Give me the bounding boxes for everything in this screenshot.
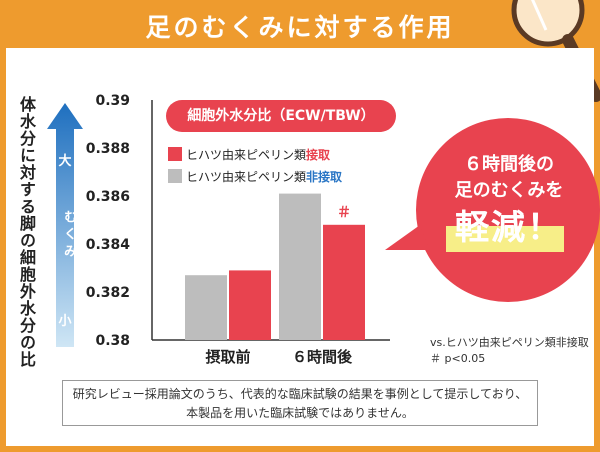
- bar-non-intake: [185, 275, 227, 340]
- y-tick-label: 0.382: [86, 285, 130, 301]
- legend-prefix: ヒハツ由来ピペリン類: [186, 170, 307, 184]
- y-tick-label: 0.388: [86, 141, 130, 157]
- x-category-label: ６時間後: [292, 348, 353, 366]
- disclaimer-line2: 本製品を用いた臨床試験ではありません。: [186, 406, 414, 420]
- arrow-bottom-label: 小: [58, 314, 72, 329]
- arrow-top-label: 大: [58, 154, 72, 169]
- note-significance: ＃ p<0.05: [430, 352, 486, 365]
- bar-intake: [229, 270, 271, 340]
- bubble-line2: 足のむくみを: [454, 180, 564, 201]
- disclaimer-line1: 研究レビュー採用論文のうち、代表的な臨床試験の結果を事例として提示しており、: [72, 387, 528, 401]
- y-tick-label: 0.39: [95, 93, 130, 109]
- y-tick-label: 0.38: [95, 333, 130, 349]
- bubble-text: ６時間後の 足のむくみを 軽減！: [414, 152, 600, 252]
- disclaimer-box: 研究レビュー採用論文のうち、代表的な臨床試験の結果を事例として提示しており、 本…: [62, 380, 538, 426]
- bar-intake: [323, 224, 365, 340]
- x-category-label: 摂取前: [205, 348, 250, 366]
- page-title: 足のむくみに対する作用: [145, 13, 455, 42]
- bubble-highlight: [446, 226, 564, 252]
- legend-swatch-red: [168, 147, 182, 161]
- arrow-mid-label: むくみ: [61, 210, 76, 261]
- bar-non-intake: [279, 193, 321, 340]
- legend-prefix: ヒハツ由来ピペリン類: [186, 148, 307, 162]
- bubble-line1: ６時間後の: [464, 154, 554, 175]
- y-axis-label: 体水分に対する脚の細胞外水分の比: [17, 96, 36, 368]
- chart-metric-pill: 細胞外水分比（ECW/TBW）: [166, 100, 396, 132]
- legend-item-non-intake: ヒハツ由来ピペリン類非接取: [168, 168, 342, 185]
- significance-mark: ＃: [337, 205, 351, 221]
- y-tick-label: 0.384: [86, 237, 131, 253]
- legend-suffix: 接取: [306, 148, 331, 162]
- legend-item-intake: ヒハツ由来ピペリン類接取: [168, 146, 330, 163]
- mukumi-arrow-icon: [47, 103, 83, 347]
- y-tick-label: 0.386: [86, 189, 130, 205]
- bubble-line3: 軽減！: [455, 208, 563, 248]
- legend-swatch-gray: [168, 169, 182, 183]
- legend-suffix: 非接取: [306, 170, 343, 184]
- note-vs: vs.ヒハツ由来ピペリン類非接取: [430, 336, 589, 349]
